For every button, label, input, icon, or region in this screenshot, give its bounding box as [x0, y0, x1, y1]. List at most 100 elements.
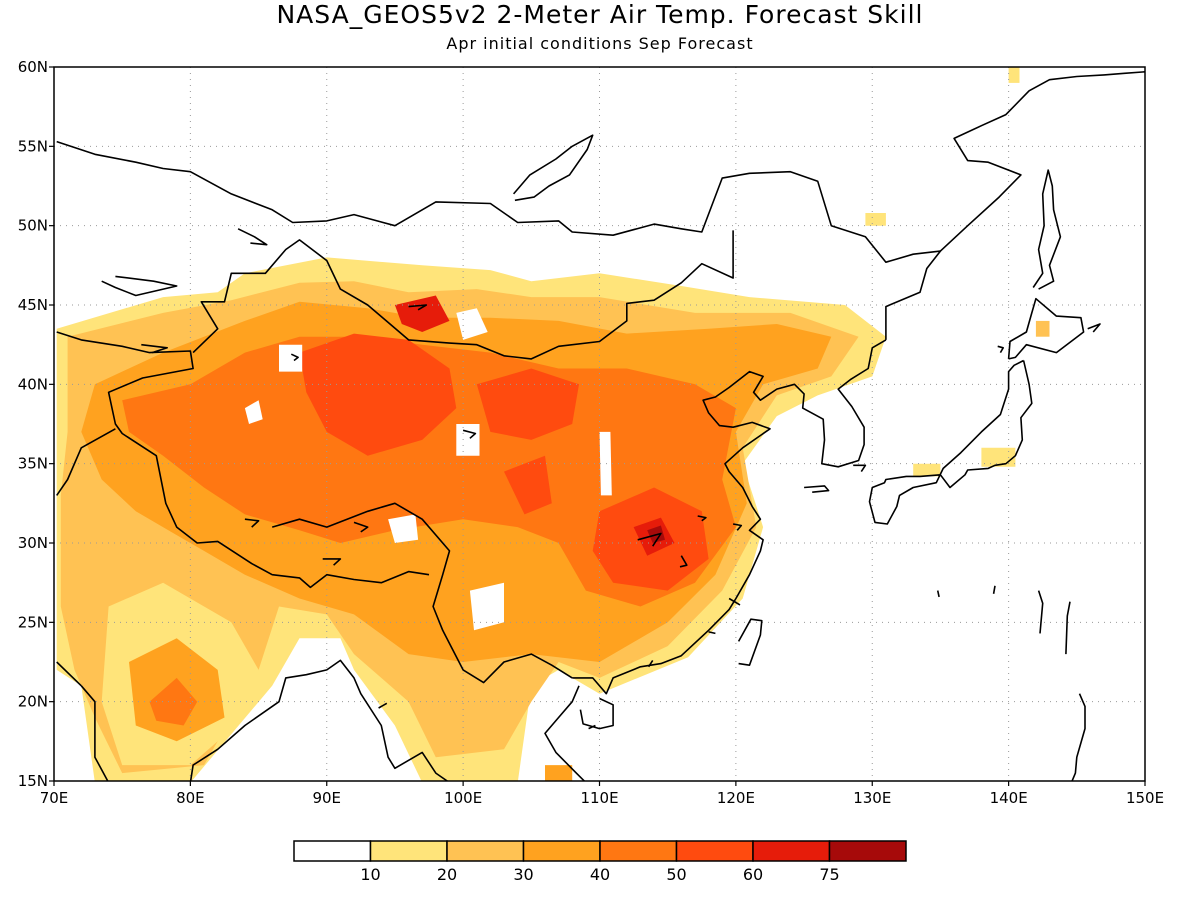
- map-subtitle: Apr initial conditions Sep Forecast: [446, 34, 754, 53]
- coastline-2: [192, 230, 734, 360]
- skill-region-19: [388, 514, 419, 543]
- coastline-42: [588, 724, 596, 730]
- coastline-32: [1087, 323, 1101, 333]
- coastline-18: [101, 275, 178, 297]
- coastline-40: [708, 631, 716, 635]
- colorbar-swatch-5: [675, 840, 754, 862]
- lon-tick-label: 140E: [990, 789, 1028, 807]
- coastline-34: [1071, 693, 1086, 781]
- coastline-12: [868, 359, 1033, 525]
- colorbar-label: 30: [513, 865, 533, 884]
- skill-region-21: [1008, 67, 1020, 83]
- coastline-14: [1032, 169, 1062, 290]
- coastline-0: [56, 140, 942, 340]
- lon-tick-label: 150E: [1126, 789, 1164, 807]
- lat-tick-label: 15N: [18, 772, 48, 790]
- skill-region-17: [599, 431, 612, 496]
- skill-region-4: [299, 333, 457, 456]
- colorbar-label: 50: [666, 865, 686, 884]
- skill-region-22: [865, 213, 886, 226]
- colorbar-swatch-2: [446, 840, 525, 862]
- coastline-36: [1037, 590, 1044, 634]
- coastline-15: [939, 71, 1145, 252]
- colorbar-swatch-1: [369, 840, 448, 862]
- skill-region-5: [476, 368, 579, 440]
- coastline-41: [647, 659, 654, 668]
- skill-region-20: [469, 582, 504, 631]
- lat-tick-label: 30N: [18, 534, 48, 552]
- colorbar-swatch-7: [828, 840, 907, 862]
- coastline-3: [56, 428, 116, 496]
- colorbar-label: 40: [590, 865, 610, 884]
- coastline-43: [378, 702, 388, 709]
- coastline-19: [141, 343, 168, 354]
- skill-region-13: [149, 677, 198, 726]
- skill-region-16: [456, 308, 488, 340]
- colorbar-swatch-0: [293, 840, 372, 862]
- coastline-22: [244, 518, 260, 528]
- skill-region-14: [279, 344, 303, 372]
- coastline-8: [572, 339, 887, 695]
- lon-tick-label: 80E: [176, 789, 205, 807]
- coastline-23: [408, 304, 428, 311]
- coastline-20: [322, 558, 342, 566]
- coastline-21: [353, 521, 369, 533]
- skill-region-24: [981, 447, 1016, 467]
- lat-tick-label: 35N: [18, 455, 48, 473]
- coastline-39: [728, 597, 741, 606]
- lon-tick-label: 120E: [717, 789, 755, 807]
- skill-shading: [56, 67, 1050, 781]
- lat-tick-label: 55N: [18, 137, 48, 155]
- coastline-27: [679, 555, 688, 568]
- lat-tick-label: 25N: [18, 613, 48, 631]
- coastline-4: [271, 502, 573, 684]
- coastline-28: [732, 523, 743, 531]
- lon-tick-label: 100E: [444, 789, 482, 807]
- coastline-7: [189, 659, 449, 781]
- lat-tick-label: 60N: [18, 58, 48, 76]
- coastline-13: [1007, 297, 1085, 360]
- colorbar-swatch-3: [522, 840, 601, 862]
- colorbar-label: 20: [437, 865, 457, 884]
- coastline-25: [290, 353, 299, 362]
- coastline-16: [512, 134, 594, 202]
- gridlines: [54, 67, 1145, 781]
- colorbar-swatch-4: [599, 840, 678, 862]
- coastline-17: [237, 228, 268, 246]
- coastline-11: [737, 618, 763, 667]
- coastline-30: [804, 485, 830, 493]
- coastline-38: [936, 590, 940, 598]
- longitude-ticks: 70E 80E 90E 100E 110E 120E 130E 140E 150E: [40, 781, 1164, 807]
- coastline-24: [462, 429, 477, 439]
- colorbar: 10 20 30 40 50 60 75: [293, 840, 907, 884]
- coastlines: [56, 71, 1145, 781]
- skill-region-25: [913, 463, 941, 477]
- lat-tick-label: 40N: [18, 375, 48, 393]
- lon-tick-label: 130E: [853, 789, 891, 807]
- coastline-37: [992, 585, 996, 594]
- coastline-29: [697, 515, 707, 522]
- lon-tick-label: 110E: [580, 789, 618, 807]
- coastline-10: [579, 697, 614, 730]
- skill-region-23: [1035, 320, 1050, 337]
- lon-tick-label: 90E: [312, 789, 341, 807]
- colorbar-swatch-6: [752, 840, 831, 862]
- coastline-5: [80, 685, 109, 781]
- skill-region-15: [456, 424, 480, 456]
- skill-region-18: [244, 400, 263, 424]
- coastline-35: [1065, 601, 1071, 655]
- skill-region-3: [122, 336, 736, 607]
- skill-region-26: [545, 765, 573, 781]
- coastline-31: [853, 464, 867, 473]
- coastline-26: [637, 532, 662, 547]
- lat-tick-label: 20N: [18, 693, 48, 711]
- coastline-1: [56, 331, 430, 589]
- lon-tick-label: 70E: [40, 789, 69, 807]
- latitude-ticks: 15N 20N 25N 30N 35N 40N 45N 50N 55N 60N: [18, 58, 54, 790]
- map-title: NASA_GEOS5v2 2-Meter Air Temp. Forecast …: [276, 0, 924, 29]
- coastline-33: [997, 345, 1005, 354]
- skill-region-7: [504, 455, 552, 515]
- lat-tick-label: 50N: [18, 217, 48, 235]
- colorbar-label: 75: [819, 865, 839, 884]
